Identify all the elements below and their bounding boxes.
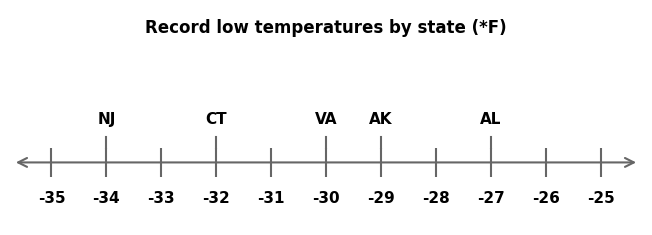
Text: AK: AK xyxy=(369,112,393,127)
Text: -32: -32 xyxy=(202,191,230,206)
Text: -34: -34 xyxy=(93,191,120,206)
Text: NJ: NJ xyxy=(97,112,115,127)
Text: Record low temperatures by state (*F): Record low temperatures by state (*F) xyxy=(145,19,507,37)
Text: -33: -33 xyxy=(147,191,175,206)
Text: AL: AL xyxy=(480,112,501,127)
Text: -27: -27 xyxy=(477,191,505,206)
Text: VA: VA xyxy=(315,112,337,127)
Text: -30: -30 xyxy=(312,191,340,206)
Text: -25: -25 xyxy=(587,191,614,206)
Text: -35: -35 xyxy=(38,191,65,206)
Text: CT: CT xyxy=(205,112,227,127)
Text: -31: -31 xyxy=(258,191,285,206)
Text: -26: -26 xyxy=(531,191,559,206)
Text: -28: -28 xyxy=(422,191,450,206)
Text: -29: -29 xyxy=(367,191,394,206)
